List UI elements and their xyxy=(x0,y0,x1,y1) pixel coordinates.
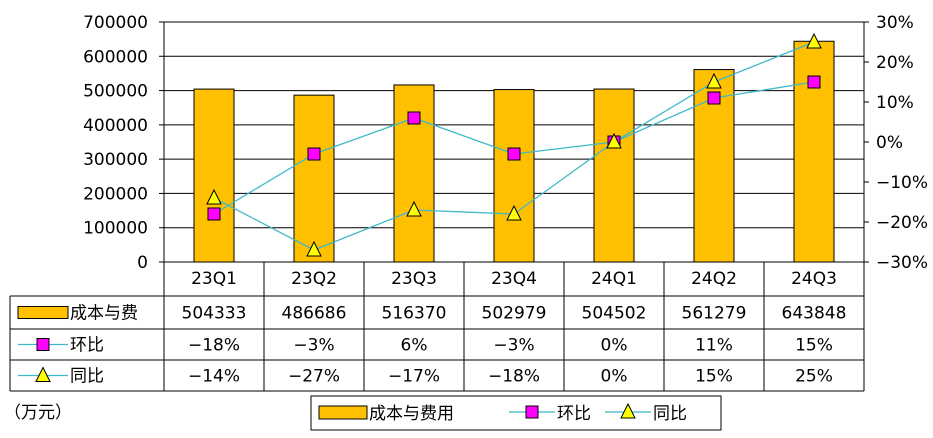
line-series xyxy=(206,32,822,257)
table-key-bar xyxy=(17,306,69,319)
triangle-marker xyxy=(406,200,422,217)
legend-key-triangle xyxy=(620,402,636,419)
left-tick-label: 500000 xyxy=(83,82,148,102)
left-tick-label: 400000 xyxy=(83,116,148,136)
triangle-marker xyxy=(806,32,822,49)
square-marker xyxy=(307,147,321,161)
table-key-triangle xyxy=(35,366,51,382)
left-tick-label: 0 xyxy=(137,253,148,273)
table-cell: 504502 xyxy=(582,304,647,324)
bar xyxy=(593,88,635,263)
table-cell: −3% xyxy=(493,336,534,356)
triangle-marker xyxy=(506,204,522,221)
legend-key-bar xyxy=(318,405,368,420)
left-tick-label: 100000 xyxy=(83,219,148,239)
bar-series xyxy=(193,40,835,263)
square-marker xyxy=(807,75,821,89)
square-marker xyxy=(407,111,421,125)
category-label: 23Q3 xyxy=(391,269,437,289)
legend-label: 环比 xyxy=(557,404,591,424)
square-marker xyxy=(507,147,521,161)
category-label: 23Q1 xyxy=(191,269,237,289)
table-cell: −17% xyxy=(388,367,440,387)
table-series-name: 成本与费 xyxy=(70,304,138,324)
left-tick-label: 200000 xyxy=(83,184,148,204)
right-tick-label: −30% xyxy=(876,253,928,273)
triangle-marker xyxy=(306,240,322,257)
table-cell: 15% xyxy=(795,336,833,356)
table-cell: 0% xyxy=(601,336,628,356)
table-cell: 0% xyxy=(601,367,628,387)
table-cell: 11% xyxy=(695,336,733,356)
table-cell: −18% xyxy=(188,336,240,356)
table-cell: 504333 xyxy=(182,304,247,324)
table-cell: 25% xyxy=(795,367,833,387)
legend: 成本与费用 环比 同比 xyxy=(310,395,722,431)
right-tick-label: 10% xyxy=(876,93,914,113)
bar xyxy=(793,40,835,263)
right-tick-label: 30% xyxy=(876,13,914,33)
legend-label: 同比 xyxy=(653,404,687,424)
table-cell: 502979 xyxy=(482,304,547,324)
left-tick-label: 300000 xyxy=(83,150,148,170)
category-label: 24Q2 xyxy=(691,269,737,289)
right-tick-label: 20% xyxy=(876,53,914,73)
legend-box xyxy=(310,395,722,431)
table-series-name: 同比 xyxy=(70,367,104,387)
triangle-marker xyxy=(206,188,222,205)
table-cell: 561279 xyxy=(682,304,747,324)
legend-key-square xyxy=(525,405,539,419)
category-label: 24Q3 xyxy=(791,269,837,289)
left-tick-label: 600000 xyxy=(83,47,148,67)
category-label: 23Q2 xyxy=(291,269,337,289)
left-axis: 0 100000 200000 300000 400000 500000 600000 700… xyxy=(83,13,164,273)
square-marker xyxy=(207,207,221,221)
table-cell: −14% xyxy=(188,367,240,387)
right-axis: −30% −20% −10% 0% 10% 20% 30% xyxy=(864,13,928,273)
table-cell: −18% xyxy=(488,367,540,387)
table-series-name: 环比 xyxy=(70,336,104,356)
right-tick-label: 0% xyxy=(876,133,903,153)
legend-label: 成本与费用 xyxy=(369,404,454,424)
table-cell: 6% xyxy=(401,336,428,356)
table-cell: 516370 xyxy=(382,304,447,324)
triangle-marker xyxy=(706,72,722,89)
left-tick-label: 700000 xyxy=(83,13,148,33)
square-marker xyxy=(707,91,721,105)
unit-note: （万元） xyxy=(4,403,72,423)
table-cell: −27% xyxy=(288,367,340,387)
table-cell: 486686 xyxy=(282,304,347,324)
category-label: 23Q4 xyxy=(491,269,537,289)
triangle-marker xyxy=(606,132,622,149)
table-cell: 15% xyxy=(695,367,733,387)
table-key-square xyxy=(36,338,50,351)
category-label: 24Q1 xyxy=(591,269,637,289)
bar xyxy=(193,88,235,263)
right-tick-label: −20% xyxy=(876,213,928,233)
bar xyxy=(293,94,335,263)
right-tick-label: −10% xyxy=(876,173,928,193)
bar xyxy=(493,89,535,263)
table-cell: −3% xyxy=(293,336,334,356)
table-cell: 643848 xyxy=(782,304,847,324)
